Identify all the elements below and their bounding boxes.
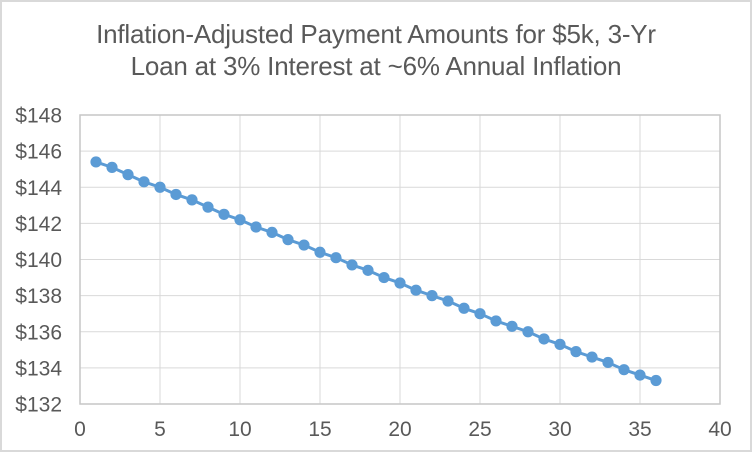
data-point [554,338,566,350]
data-point [426,290,438,302]
y-tick-label: $132 [15,394,62,417]
y-tick-label: $146 [15,141,62,164]
x-tick-label: 20 [388,418,411,441]
data-point [394,277,406,289]
data-point [618,364,630,376]
data-point [378,271,390,284]
y-tick-label: $142 [15,213,62,236]
data-point [490,315,502,327]
data-point [506,320,518,332]
data-point [346,259,358,271]
x-tick-label: 25 [468,418,491,441]
chart-title: Inflation-Adjusted Payment Amounts for $… [2,18,750,82]
data-point [298,239,310,251]
data-point [90,156,102,168]
x-tick-label: 10 [228,418,251,441]
data-point [202,201,214,213]
y-tick-label: $148 [15,105,62,128]
data-point [522,326,534,338]
chart-title-line2: Loan at 3% Interest at ~6% Annual Inflat… [130,51,622,81]
data-point [410,284,422,296]
y-tick-label: $140 [15,249,62,272]
data-point [186,194,198,206]
data-point [170,188,182,201]
x-tick-label: 15 [308,418,331,441]
data-point [122,169,134,181]
y-tick-label: $144 [15,177,62,200]
plot-border [79,114,721,405]
data-point [586,351,598,363]
data-point [474,308,486,320]
data-point [282,234,294,246]
data-point [234,214,246,226]
x-tick-label: 0 [74,418,86,441]
data-point [330,252,342,264]
data-point [138,176,150,188]
data-point [250,221,262,233]
data-point [634,369,646,381]
data-point [538,333,550,345]
y-tick-label: $136 [15,321,62,344]
x-tick-label: 40 [708,418,731,441]
x-tick-label: 30 [548,418,571,441]
data-point [442,295,454,307]
data-point [314,246,326,258]
data-point [570,346,582,358]
y-tick-label: $138 [15,285,62,308]
x-tick-label: 35 [628,418,651,441]
data-point [106,161,118,173]
data-point [602,356,614,369]
data-point [154,181,166,193]
data-point [362,264,374,276]
data-point [218,208,230,220]
chart-title-line1: Inflation-Adjusted Payment Amounts for $… [96,19,656,49]
data-point [266,226,278,239]
x-tick-label: 5 [154,418,166,441]
y-tick-label: $134 [15,357,62,380]
data-point [650,374,662,387]
data-point [458,302,470,314]
